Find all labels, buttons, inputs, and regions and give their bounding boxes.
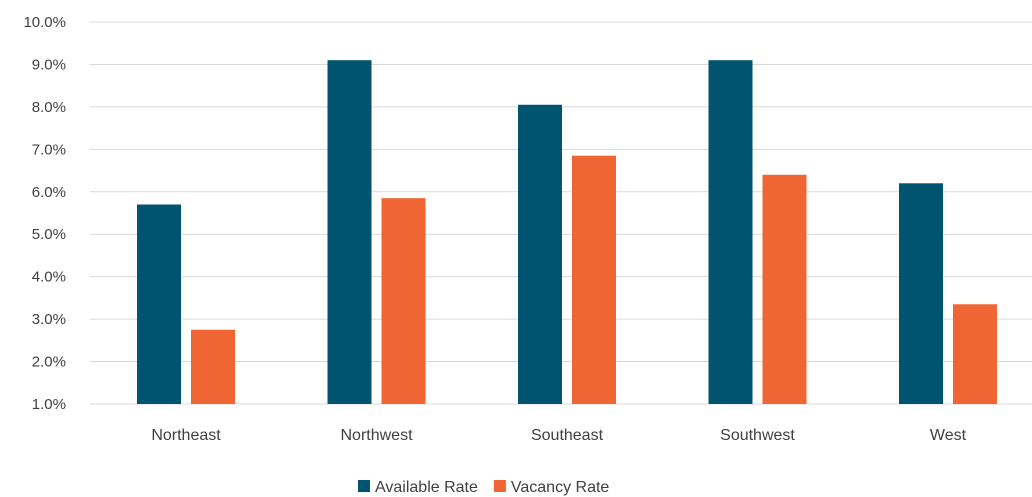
legend-swatch xyxy=(493,480,506,492)
bars xyxy=(137,60,997,405)
y-tick-label: 9.0% xyxy=(32,56,66,73)
bar-available-rate-northwest xyxy=(327,60,372,404)
y-tick-label: 10.0% xyxy=(23,14,66,31)
y-axis-tick-labels: 1.0% 2.0% 3.0% 4.0% 5.0% 6.0% 7.0% 8.0% 9.0% 10.0… xyxy=(23,14,66,413)
x-category-label: Southeast xyxy=(531,427,604,444)
bar-vacancy-rate-west xyxy=(953,304,997,404)
x-category-label: Northwest xyxy=(340,427,413,444)
y-tick-label: 7.0% xyxy=(32,141,66,158)
y-tick-label: 6.0% xyxy=(32,184,66,201)
legend-swatch xyxy=(358,480,370,492)
bar-available-rate-southeast xyxy=(518,104,562,405)
bar-available-rate-southwest xyxy=(708,60,753,404)
legend-item: Available Rate xyxy=(358,479,478,496)
legend-label: Available Rate xyxy=(375,479,478,496)
legend-label: Vacancy Rate xyxy=(511,479,610,496)
bar-vacancy-rate-northeast xyxy=(191,329,235,404)
x-category-label: West xyxy=(930,427,967,444)
y-tick-label: 5.0% xyxy=(32,226,66,243)
legend-item: Vacancy Rate xyxy=(493,479,610,496)
y-tick-label: 3.0% xyxy=(32,311,66,328)
x-axis-category-labels: Northeast Northwest Southeast Southwest West xyxy=(151,427,966,444)
bar-vacancy-rate-southwest xyxy=(762,174,807,404)
x-category-label: Southwest xyxy=(720,427,795,444)
y-tick-label: 2.0% xyxy=(32,354,66,371)
y-tick-label: 8.0% xyxy=(32,99,66,116)
y-tick-label: 4.0% xyxy=(32,269,66,286)
x-category-label: Northeast xyxy=(151,427,221,444)
y-tick-label: 1.0% xyxy=(32,396,66,413)
legend: Available Rate Vacancy Rate xyxy=(358,479,609,496)
bar-vacancy-rate-southeast xyxy=(572,155,616,404)
bar-vacancy-rate-northwest xyxy=(381,198,426,404)
bar-available-rate-northeast xyxy=(137,204,181,404)
bar-available-rate-west xyxy=(899,183,943,404)
